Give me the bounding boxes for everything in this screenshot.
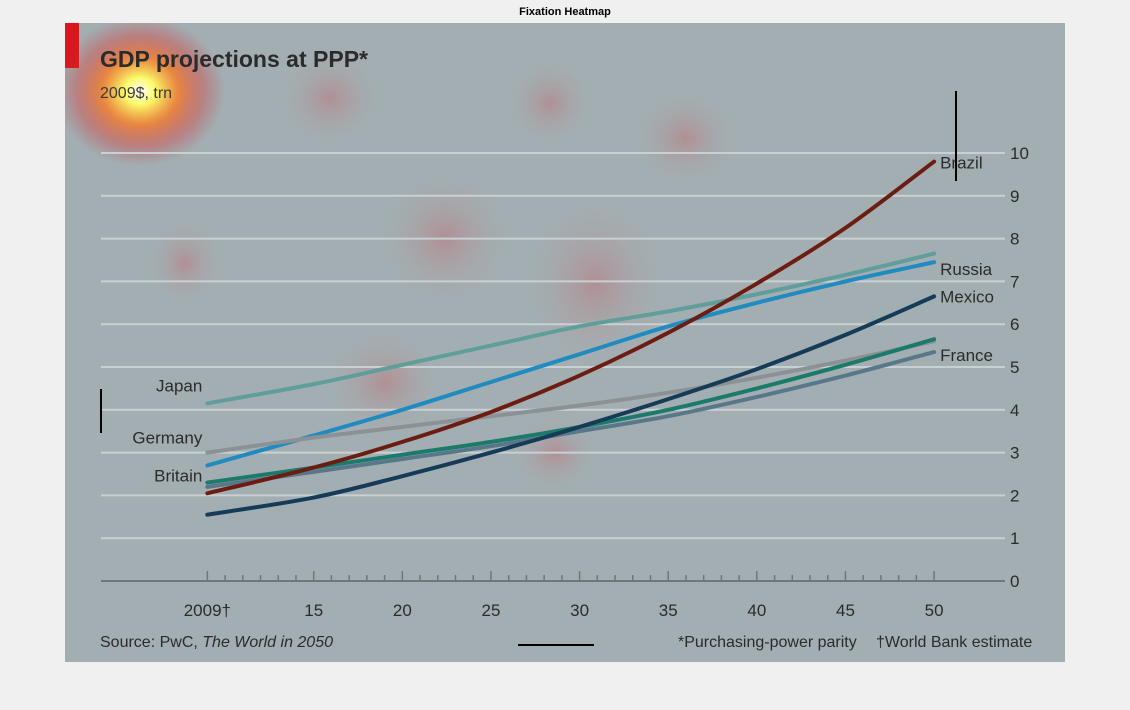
footnote-ppp: *Purchasing-power parity <box>678 634 857 651</box>
chart-figure: GDP projections at PPP* 2009$, trn 0 1 2 3 4… <box>65 23 1065 662</box>
series-line-brazil <box>205 159 937 496</box>
y-tick-label: 3 <box>1010 444 1019 463</box>
x-tick-label: 2009† <box>184 601 231 620</box>
chart-svg: GDP projections at PPP* 2009$, trn 0 1 2 3 4… <box>65 23 1032 651</box>
series-line-japan <box>205 251 937 406</box>
series-label-japan: Japan <box>156 376 202 395</box>
x-tick-label: 25 <box>481 601 500 620</box>
heat-blob <box>630 88 740 188</box>
chart-title: GDP projections at PPP* <box>100 46 368 72</box>
series-line-russia <box>205 260 937 468</box>
series-layer <box>205 159 937 517</box>
y-tick-label: 4 <box>1010 401 1019 420</box>
y-tick-label: 1 <box>1010 529 1019 548</box>
axis-layer <box>101 571 1005 582</box>
series-label-germany: Germany <box>132 429 202 448</box>
source-label: Source: PwC, <box>100 634 198 651</box>
x-tick-label: 30 <box>570 601 589 620</box>
y-tick-label: 2 <box>1010 486 1019 505</box>
x-tick-label: 15 <box>304 601 323 620</box>
series-line-france <box>205 350 937 489</box>
heat-blob <box>505 58 595 148</box>
heat-blob <box>275 48 385 148</box>
y-tick-label: 0 <box>1010 572 1019 591</box>
y-tick-label: 5 <box>1010 358 1019 377</box>
gaze-marker <box>955 91 957 181</box>
series-label-brazil: Brazil <box>940 154 983 173</box>
heat-blob <box>325 328 445 438</box>
source-note: Source: PwC, The World in 2050 <box>100 634 333 651</box>
y-tick-label: 10 <box>1010 144 1029 163</box>
x-tick-label: 40 <box>747 601 766 620</box>
y-tick-label: 8 <box>1010 230 1019 249</box>
window-title: Fixation Heatmap <box>519 6 611 18</box>
series-label-france: France <box>940 346 993 365</box>
x-tick-label: 20 <box>393 601 412 620</box>
x-tick-label: 45 <box>836 601 855 620</box>
series-label-britain: Britain <box>154 467 202 486</box>
y-tick-label: 9 <box>1010 187 1019 206</box>
footnote-world-bank: †World Bank estimate <box>876 634 1032 651</box>
y-tick-label: 7 <box>1010 272 1019 291</box>
x-tick-label: 35 <box>659 601 678 620</box>
series-line-mexico <box>205 294 937 517</box>
y-tick-label: 6 <box>1010 315 1019 334</box>
heat-blob <box>145 218 225 308</box>
heat-blob <box>520 193 670 373</box>
x-tick-label: 50 <box>925 601 944 620</box>
source-title: The World in 2050 <box>202 634 333 651</box>
chart-subtitle: 2009$, trn <box>100 85 172 102</box>
heat-hotspot <box>65 23 225 166</box>
series-label-russia: Russia <box>940 260 993 279</box>
gaze-marker <box>518 644 594 646</box>
series-label-mexico: Mexico <box>940 287 994 306</box>
series-line-germany <box>205 339 937 455</box>
gaze-marker <box>100 389 102 433</box>
